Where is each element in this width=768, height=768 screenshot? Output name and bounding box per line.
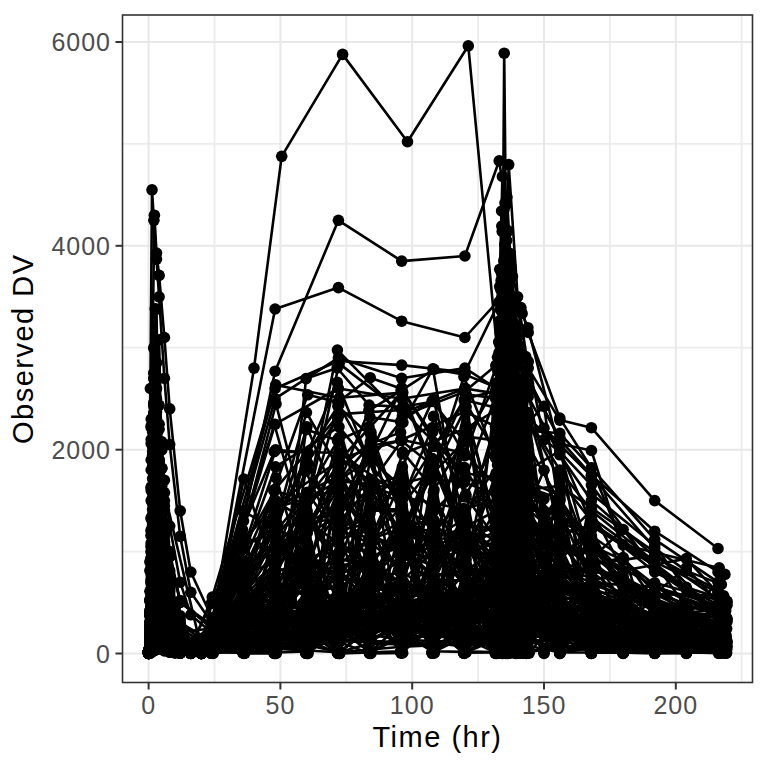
svg-text:50: 50 — [265, 691, 295, 719]
svg-text:Time (hr): Time (hr) — [372, 721, 502, 753]
svg-text:Observed DV: Observed DV — [7, 253, 39, 444]
svg-text:150: 150 — [522, 691, 567, 719]
svg-text:2000: 2000 — [51, 436, 111, 464]
svg-text:0: 0 — [141, 691, 156, 719]
svg-text:100: 100 — [390, 691, 435, 719]
svg-text:0: 0 — [96, 640, 111, 668]
svg-text:200: 200 — [653, 691, 698, 719]
svg-text:6000: 6000 — [51, 28, 111, 56]
svg-text:4000: 4000 — [51, 232, 111, 260]
